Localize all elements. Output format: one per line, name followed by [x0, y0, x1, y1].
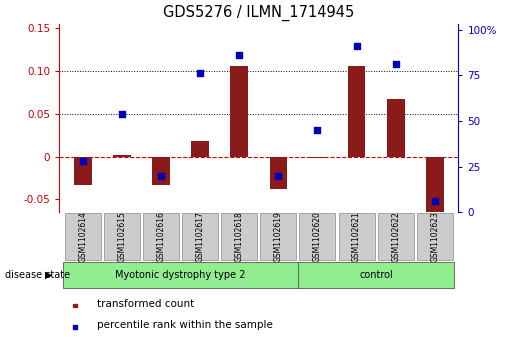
Text: GSM1102620: GSM1102620: [313, 211, 322, 262]
Text: control: control: [359, 270, 393, 280]
Title: GDS5276 / ILMN_1714945: GDS5276 / ILMN_1714945: [163, 5, 354, 21]
FancyBboxPatch shape: [339, 213, 374, 260]
Text: GSM1102622: GSM1102622: [391, 212, 400, 262]
FancyBboxPatch shape: [221, 213, 257, 260]
Text: percentile rank within the sample: percentile rank within the sample: [97, 320, 272, 330]
FancyBboxPatch shape: [143, 213, 179, 260]
Text: GSM1102617: GSM1102617: [196, 211, 204, 262]
FancyBboxPatch shape: [300, 213, 335, 260]
Point: [313, 127, 321, 133]
Bar: [152, 156, 170, 185]
Bar: [269, 156, 287, 189]
Bar: [348, 66, 366, 156]
Text: GSM1102621: GSM1102621: [352, 212, 361, 262]
Point: [431, 199, 439, 204]
Text: ▶: ▶: [45, 270, 53, 280]
Text: GSM1102619: GSM1102619: [274, 211, 283, 262]
Text: GSM1102616: GSM1102616: [157, 211, 165, 262]
FancyBboxPatch shape: [182, 213, 218, 260]
FancyBboxPatch shape: [65, 213, 101, 260]
Bar: [308, 156, 327, 158]
Bar: [230, 66, 248, 156]
Point: [352, 43, 360, 49]
Text: disease state: disease state: [5, 270, 70, 280]
Point: [118, 111, 126, 117]
Point: [157, 173, 165, 179]
FancyBboxPatch shape: [377, 213, 414, 260]
Point: [79, 158, 87, 164]
Bar: [74, 304, 77, 307]
FancyBboxPatch shape: [298, 262, 454, 288]
Text: Myotonic dystrophy type 2: Myotonic dystrophy type 2: [115, 270, 246, 280]
FancyBboxPatch shape: [417, 213, 453, 260]
FancyBboxPatch shape: [63, 262, 298, 288]
Bar: [387, 99, 405, 156]
Text: GSM1102614: GSM1102614: [78, 211, 87, 262]
Point: [391, 61, 400, 67]
FancyBboxPatch shape: [104, 213, 140, 260]
Text: GSM1102615: GSM1102615: [117, 211, 126, 262]
Text: transformed count: transformed count: [97, 299, 194, 309]
FancyBboxPatch shape: [261, 213, 296, 260]
Point: [196, 70, 204, 76]
Text: GSM1102623: GSM1102623: [431, 211, 439, 262]
Text: GSM1102618: GSM1102618: [235, 212, 244, 262]
Bar: [113, 155, 131, 156]
Bar: [74, 325, 77, 329]
Point: [274, 173, 282, 179]
Bar: [74, 156, 92, 185]
Bar: [426, 156, 444, 212]
Bar: [191, 141, 209, 156]
Point: [235, 52, 244, 58]
